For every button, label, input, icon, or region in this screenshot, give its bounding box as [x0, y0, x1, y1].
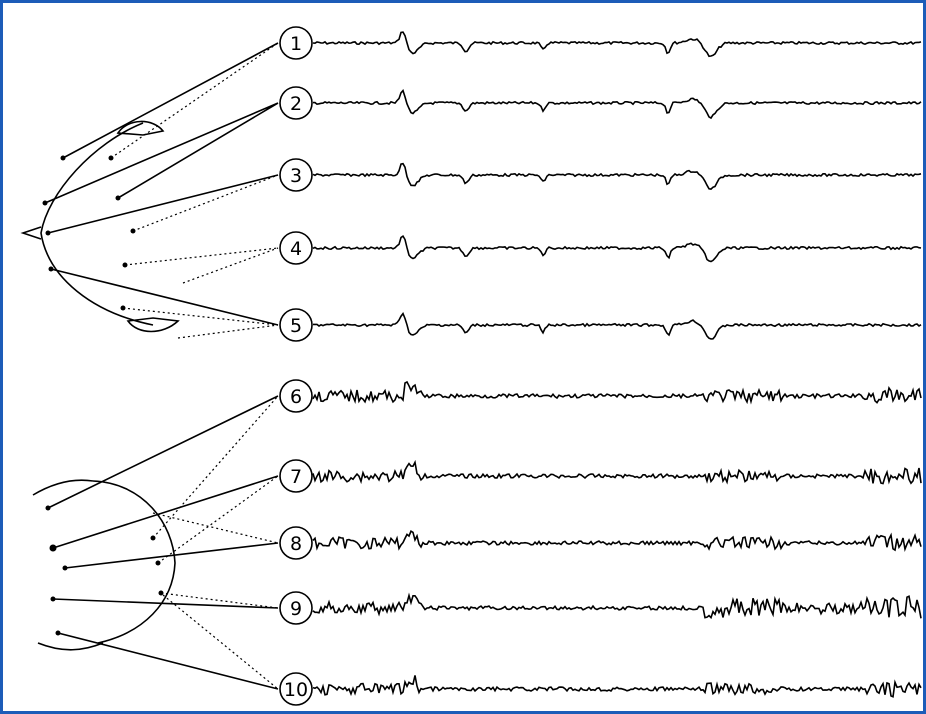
diagram: 1 2 3 4 5 6 7 8 9 10: [20, 26, 922, 706]
channel-circle: [279, 231, 313, 265]
electrode-wires-dashed: [110, 42, 279, 339]
electrode-wires: [47, 395, 279, 690]
channel-number: 8: [290, 533, 302, 555]
channel-circle: [279, 308, 313, 342]
head-outline: [40, 122, 154, 326]
channel-circle: [279, 86, 313, 120]
channel-number: 2: [290, 93, 302, 115]
channel-circle: [279, 26, 313, 60]
eeg-trace: [312, 234, 922, 263]
traces: [312, 31, 922, 698]
channel-number: 3: [290, 165, 302, 187]
channel-labels: 1 2 3 4 5 6 7 8 9 10: [279, 26, 313, 706]
ears: [32, 479, 104, 651]
channel-number: 10: [284, 679, 308, 701]
channel-circle: [279, 158, 313, 192]
eeg-trace: [312, 380, 922, 405]
channel-number: 1: [290, 33, 302, 55]
eeg-trace: [312, 592, 922, 620]
eeg-trace: [312, 459, 922, 485]
eeg-trace: [312, 31, 922, 58]
channel-circle: [279, 459, 313, 493]
electrodes: [42, 155, 136, 311]
nose: [20, 226, 42, 240]
channel-circle: [279, 672, 313, 706]
electrode-wires: [44, 42, 279, 326]
electrodes: [45, 505, 164, 636]
channel-number: 9: [290, 598, 302, 620]
channel-number: 7: [290, 466, 302, 488]
ear: [116, 120, 165, 136]
eeg-trace: [312, 675, 922, 698]
eeg-trace: [313, 89, 922, 120]
head-bottom: [32, 395, 279, 690]
channel-circle: [279, 379, 313, 413]
eeg-trace: [312, 530, 922, 553]
head-outline: [92, 480, 176, 644]
ear: [126, 317, 180, 333]
head-top: [20, 42, 279, 339]
channel-circle: [279, 591, 313, 625]
eeg-trace: [312, 162, 922, 190]
channel-number: 5: [290, 315, 302, 337]
channel-circle: [279, 526, 313, 560]
channel-number: 4: [290, 238, 302, 260]
eeg-trace: [313, 312, 922, 340]
channel-number: 6: [290, 386, 302, 408]
